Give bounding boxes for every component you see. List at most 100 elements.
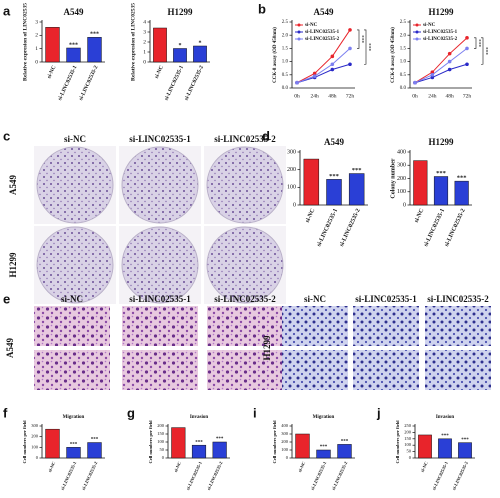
cell-line-label: H1299 bbox=[262, 335, 272, 361]
x-tick-label: si-LINC02535-1 bbox=[310, 460, 328, 491]
point bbox=[348, 46, 352, 51]
x-tick-label: si-LINC02535-2 bbox=[444, 208, 467, 248]
y-tick-label: 1.5 bbox=[282, 47, 289, 52]
significance: *** bbox=[341, 440, 349, 445]
bar bbox=[337, 444, 352, 459]
y-tick-label: 200 bbox=[287, 167, 296, 173]
bar bbox=[316, 449, 331, 459]
bar bbox=[348, 173, 365, 206]
bar bbox=[66, 47, 81, 63]
y-tick-label: 50 bbox=[160, 447, 165, 452]
bar bbox=[433, 176, 449, 206]
chart-title: H1299 bbox=[428, 7, 454, 17]
x-tick-label: 48h bbox=[328, 93, 337, 99]
bar bbox=[153, 27, 167, 63]
column-header: si-NC bbox=[64, 134, 86, 144]
point bbox=[430, 75, 435, 80]
y-tick-label: 1.0 bbox=[282, 60, 289, 65]
bar bbox=[173, 48, 187, 63]
point bbox=[430, 73, 435, 77]
y-tick-label: 400 bbox=[397, 149, 406, 155]
y-tick-label: 0 bbox=[36, 455, 39, 460]
point bbox=[348, 28, 352, 32]
bar bbox=[212, 441, 227, 459]
x-tick-label: si-LINC02535-1 bbox=[423, 208, 446, 248]
transwell-photo bbox=[353, 350, 419, 390]
transwell-photo bbox=[122, 306, 198, 346]
x-tick-label: si-LINC02535-2 bbox=[81, 460, 99, 491]
line bbox=[414, 37, 468, 84]
chart-title: Migration bbox=[313, 415, 335, 420]
point bbox=[348, 62, 352, 67]
transwell-photo bbox=[425, 306, 491, 346]
line bbox=[296, 48, 351, 84]
column-header: si-LINC02535-1 bbox=[355, 294, 417, 304]
y-tick-label: 300 bbox=[281, 431, 289, 436]
plate-photo bbox=[121, 226, 199, 304]
y-tick-label: 100 bbox=[157, 439, 165, 444]
y-tick-label: 250 bbox=[404, 423, 412, 428]
x-tick-label: si-LINC02535-2 bbox=[331, 460, 349, 491]
point bbox=[465, 62, 469, 67]
significance: *** bbox=[216, 437, 224, 442]
x-tick-label: 72h bbox=[463, 93, 472, 99]
x-tick-label: si-LINC02535-2 bbox=[451, 460, 469, 491]
chart-title: A549 bbox=[64, 7, 84, 17]
y-tick-label: 2.5 bbox=[400, 20, 407, 25]
point bbox=[312, 74, 317, 78]
plate-photo bbox=[36, 146, 114, 224]
bracket bbox=[357, 29, 360, 49]
point bbox=[413, 80, 417, 85]
column-header: si-LINC02535-2 bbox=[427, 294, 489, 304]
plate-photo bbox=[206, 146, 284, 224]
significance: *** bbox=[195, 440, 203, 445]
y-tick-label: 100 bbox=[31, 444, 39, 449]
point bbox=[447, 59, 452, 64]
line bbox=[414, 63, 468, 84]
significance: *** bbox=[457, 175, 467, 182]
bar bbox=[438, 438, 452, 459]
bar bbox=[326, 179, 342, 206]
y-tick-label: 150 bbox=[404, 436, 412, 441]
x-tick-label: si-LINC02535-1 bbox=[57, 65, 78, 102]
significance: *** bbox=[366, 43, 372, 52]
y-tick-label: 300 bbox=[397, 163, 406, 169]
plate-photo bbox=[121, 146, 199, 224]
panel-label: i bbox=[253, 405, 257, 420]
bar bbox=[45, 428, 60, 459]
legend-label: si-LINC02535-1 bbox=[305, 30, 340, 35]
legend-label: si-LINC02535-2 bbox=[423, 37, 458, 42]
bar bbox=[193, 45, 207, 63]
y-tick-label: 0 bbox=[403, 202, 406, 208]
y-tick-label: 200 bbox=[397, 176, 406, 182]
y-tick-label: 2.0 bbox=[282, 33, 289, 38]
chart-title: Invasion bbox=[190, 415, 209, 420]
bar bbox=[171, 427, 186, 459]
y-axis-label: Cell numbers per field bbox=[148, 420, 153, 464]
y-tick-label: 100 bbox=[397, 189, 406, 195]
y-tick-label: 0 bbox=[162, 455, 165, 460]
column-header: si-NC bbox=[61, 294, 83, 304]
x-tick-label: si-NC bbox=[297, 461, 306, 473]
panel-label: f bbox=[3, 405, 8, 420]
y-axis-label: Cell numbers per field bbox=[272, 420, 277, 464]
plate-photo bbox=[206, 226, 284, 304]
bar bbox=[418, 434, 432, 459]
bar bbox=[413, 160, 428, 206]
column-header: si-NC bbox=[304, 294, 326, 304]
y-tick-label: 200 bbox=[157, 423, 165, 428]
x-tick-label: 24h bbox=[428, 93, 437, 99]
significance: * bbox=[179, 43, 182, 49]
plate-photo bbox=[36, 226, 114, 304]
y-axis-label: Relative expresion of LINC02535 bbox=[22, 3, 28, 81]
significance: *** bbox=[91, 438, 99, 443]
bar bbox=[191, 444, 207, 459]
panel-label: j bbox=[376, 405, 381, 420]
row-label: A549 bbox=[8, 175, 18, 195]
point bbox=[330, 67, 335, 72]
y-tick-label: 0 bbox=[143, 59, 146, 65]
x-tick-label: 72h bbox=[346, 93, 355, 99]
significance: *** bbox=[352, 167, 362, 174]
y-tick-label: 3 bbox=[143, 29, 146, 35]
column-header: si-LINC02535-1 bbox=[129, 134, 191, 144]
